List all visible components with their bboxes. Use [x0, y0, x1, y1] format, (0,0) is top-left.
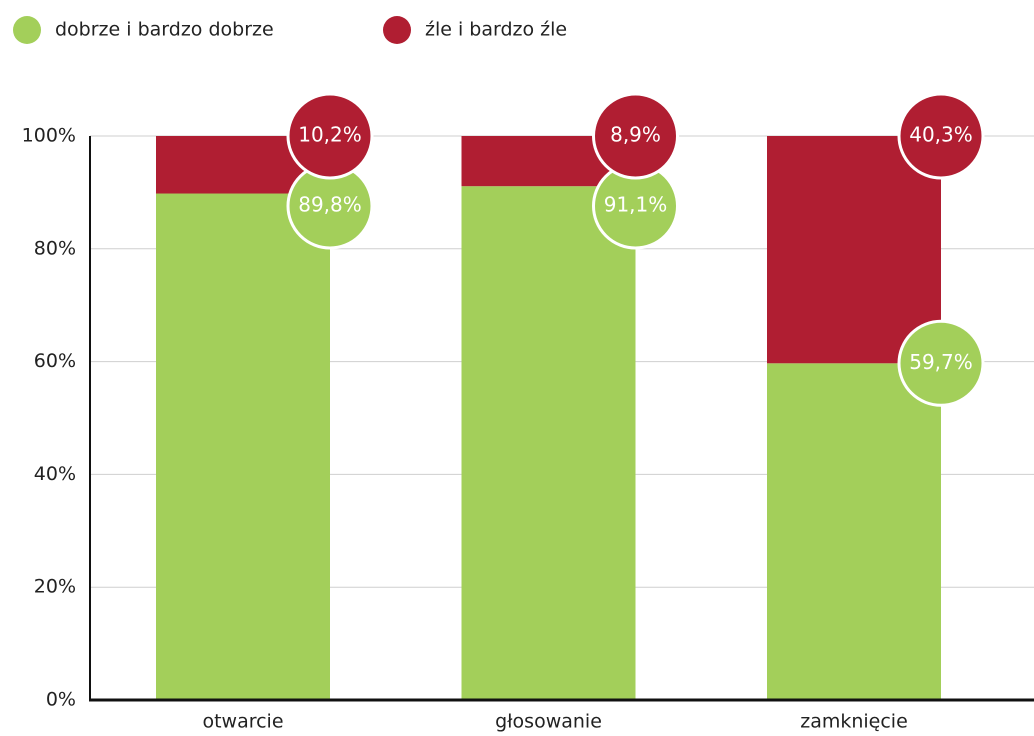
- y-tick-label: 60%: [34, 350, 76, 372]
- value-bubble: [897, 319, 985, 407]
- legend-label: dobrze i bardzo dobrze: [55, 19, 274, 41]
- data-label: 89,8%: [298, 193, 362, 217]
- value-bubble: [286, 92, 374, 180]
- data-label: 40,3%: [909, 123, 973, 147]
- x-tick-label: zamknięcie: [800, 711, 908, 733]
- data-label: 8,9%: [610, 123, 661, 147]
- legend-marker: [13, 16, 41, 44]
- bar-segment: [767, 136, 941, 364]
- x-tick-label: otwarcie: [202, 711, 283, 733]
- bar-segment: [156, 193, 330, 700]
- legend-marker: [383, 16, 411, 44]
- x-tick-label: głosowanie: [495, 711, 602, 733]
- y-tick-label: 20%: [34, 576, 76, 598]
- y-tick-label: 40%: [34, 463, 76, 485]
- y-tick-label: 80%: [34, 237, 76, 259]
- data-label: 91,1%: [604, 193, 668, 217]
- bar-segment: [767, 363, 941, 700]
- bar-segment: [461, 186, 636, 701]
- value-bubble: [897, 92, 985, 180]
- value-bubble: [592, 92, 679, 180]
- y-tick-label: 0%: [46, 689, 76, 711]
- legend-label: źle i bardzo źle: [425, 19, 567, 41]
- data-label: 59,7%: [909, 350, 973, 374]
- data-label: 10,2%: [298, 123, 362, 147]
- y-tick-label: 100%: [22, 125, 76, 147]
